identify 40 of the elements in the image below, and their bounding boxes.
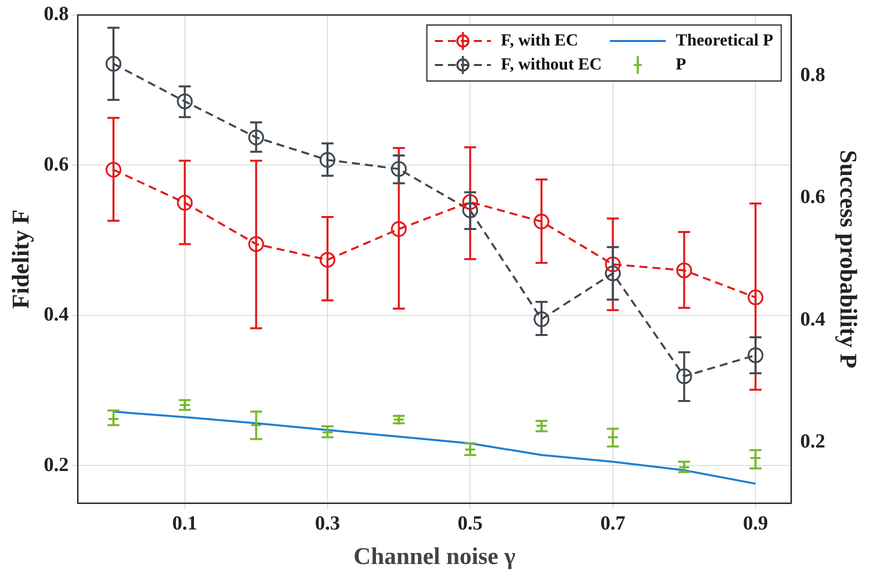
point — [604, 256, 621, 272]
point — [320, 252, 336, 268]
point — [534, 214, 550, 230]
point — [176, 194, 193, 211]
point — [604, 265, 621, 282]
legend-label: F, without EC — [500, 54, 602, 74]
y2-tick-label: 0.4 — [800, 308, 826, 330]
x-tick-label: 0.1 — [172, 512, 198, 534]
point — [462, 194, 478, 210]
point — [676, 368, 692, 384]
y2-axis-title: Success probability P — [834, 150, 860, 368]
point — [534, 311, 550, 328]
x-tick-label: 0.7 — [600, 512, 626, 534]
point — [176, 93, 193, 110]
y-tick-label: 0.2 — [44, 454, 69, 476]
point — [676, 262, 692, 278]
point — [248, 130, 264, 146]
point — [390, 221, 407, 237]
point — [462, 202, 478, 218]
x-axis-title: Channel noise γ — [354, 544, 516, 570]
y2-tick-label: 0.2 — [800, 430, 826, 452]
point — [748, 347, 764, 364]
y2-tick-label: 0.8 — [800, 64, 826, 86]
point — [390, 161, 407, 177]
point — [248, 236, 264, 252]
y-axis-title: Fidelity F — [8, 209, 35, 309]
point — [748, 290, 764, 306]
x-tick-label: 0.9 — [743, 512, 768, 534]
legend-label: F, with EC — [500, 30, 578, 50]
point — [106, 56, 122, 72]
legend-label: P — [676, 54, 686, 74]
point — [106, 162, 122, 178]
point — [320, 152, 336, 168]
y-tick-label: 0.4 — [44, 304, 69, 326]
x-tick-label: 0.5 — [458, 512, 483, 534]
y-tick-label: 0.6 — [44, 153, 69, 176]
y2-tick-label: 0.6 — [800, 186, 826, 208]
legend-label: Theoretical P — [676, 30, 774, 50]
y-tick-label: 0.8 — [44, 3, 69, 26]
x-tick-label: 0.3 — [314, 512, 340, 534]
